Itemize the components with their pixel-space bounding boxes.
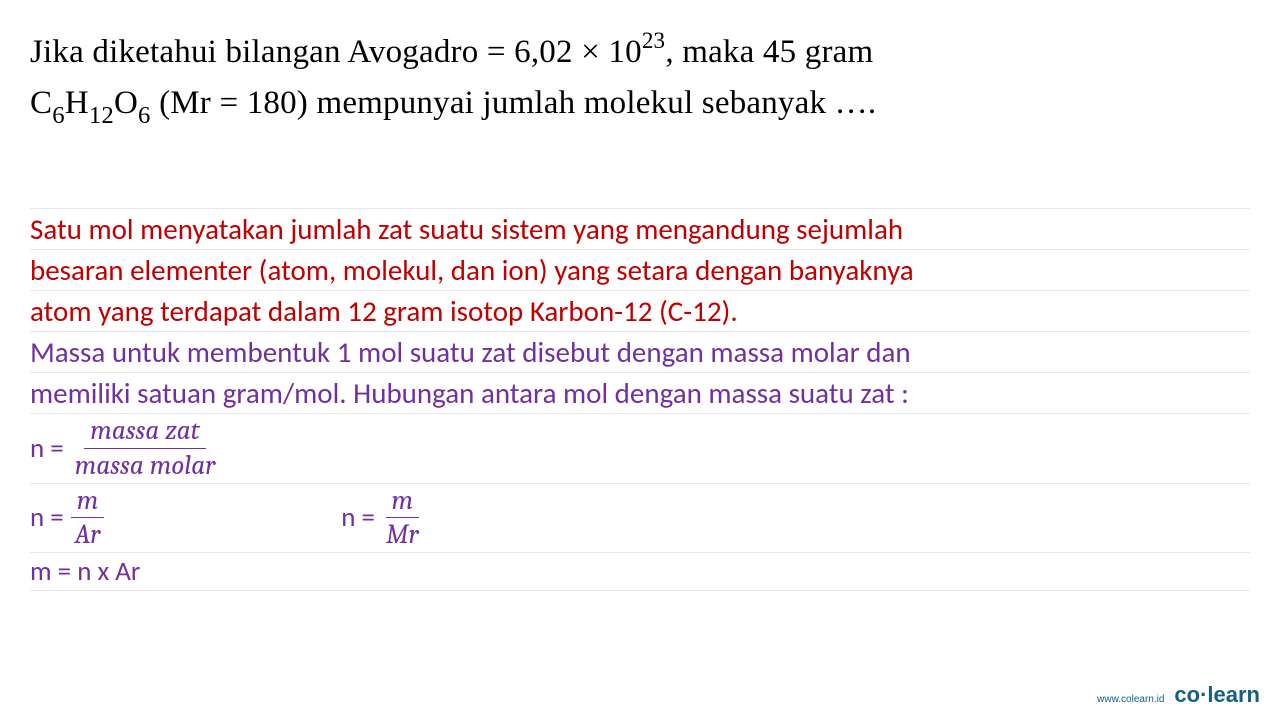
chem-o: O bbox=[114, 85, 138, 121]
footer-url: www.colearn.id bbox=[1097, 694, 1164, 705]
definition-purple-line2: memiliki satuan gram/mol. Hubungan antar… bbox=[30, 373, 1250, 414]
definition-red-line2: besaran elementer (atom, molekul, dan io… bbox=[30, 250, 1250, 291]
formula-n-equals-2: n = bbox=[30, 501, 64, 534]
question-exponent: 23 bbox=[642, 27, 666, 53]
fraction-m-mr: m Mr bbox=[380, 486, 425, 550]
chem-c-sub: 6 bbox=[52, 102, 65, 129]
definition-red-line3: atom yang terdapat dalam 12 gram isotop … bbox=[30, 291, 1250, 332]
num-m-2: m bbox=[386, 486, 420, 519]
question-line1: Jika diketahui bilangan Avogadro = 6,02 … bbox=[30, 25, 1250, 78]
definition-red-line1: Satu mol menyatakan jumlah zat suatu sis… bbox=[30, 208, 1250, 250]
den-massa-molar: massa molar bbox=[69, 449, 222, 481]
question-line2-suffix: (Mr = 180) mempunyai jumlah molekul seba… bbox=[151, 85, 877, 121]
question-text: Jika diketahui bilangan Avogadro = 6,02 … bbox=[30, 25, 1250, 133]
question-line2: C6H12O6 (Mr = 180) mempunyai jumlah mole… bbox=[30, 78, 1250, 133]
chem-h: H bbox=[65, 85, 89, 121]
fraction-m-ar: m Ar bbox=[69, 486, 107, 550]
footer: www.colearn.id co·learn bbox=[1097, 682, 1260, 708]
definition-purple-line1: Massa untuk membentuk 1 mol suatu zat di… bbox=[30, 332, 1250, 373]
question-prefix: Jika diketahui bilangan Avogadro = 6,02 … bbox=[30, 34, 642, 70]
formula-n-equals-3: n = bbox=[341, 501, 375, 534]
formula-m-eq-n-ar: m = n x Ar bbox=[30, 555, 140, 588]
formula-row-3: m = n x Ar bbox=[30, 553, 1250, 591]
num-massa-zat: massa zat bbox=[84, 416, 206, 449]
definition-block: Satu mol menyatakan jumlah zat suatu sis… bbox=[30, 208, 1250, 591]
den-mr: Mr bbox=[380, 518, 425, 550]
formula-block: n = massa zat massa molar n = m Ar n = m bbox=[30, 414, 1250, 591]
den-ar: Ar bbox=[69, 518, 107, 550]
formula-row-2: n = m Ar n = m Mr bbox=[30, 484, 1250, 553]
chem-o-sub: 6 bbox=[138, 102, 151, 129]
fraction-massa: massa zat massa molar bbox=[69, 416, 222, 480]
formula-row-1: n = massa zat massa molar bbox=[30, 414, 1250, 483]
chem-h-sub: 12 bbox=[89, 102, 114, 129]
chem-c: C bbox=[30, 85, 52, 121]
footer-logo: co·learn bbox=[1174, 682, 1260, 708]
formula-n-equals-1: n = bbox=[30, 432, 64, 465]
question-suffix: , maka 45 gram bbox=[665, 34, 873, 70]
num-m-1: m bbox=[71, 486, 105, 519]
